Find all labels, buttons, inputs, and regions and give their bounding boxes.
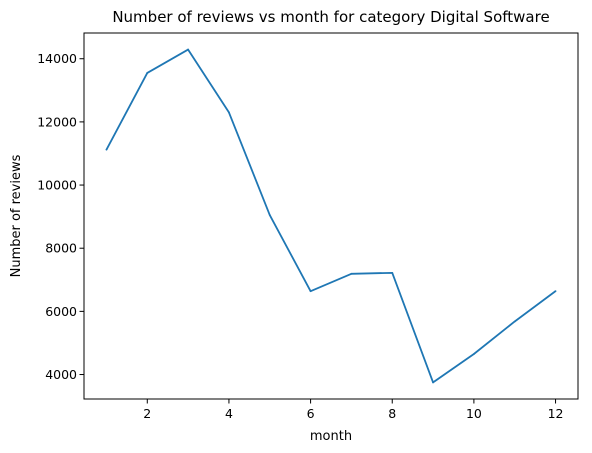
y-tick-label: 12000 (37, 114, 77, 129)
y-tick-label: 4000 (45, 367, 77, 382)
x-axis-label: month (310, 429, 352, 444)
y-tick-label: 6000 (45, 304, 77, 319)
data-point (146, 72, 149, 74)
x-tick-label: 6 (307, 406, 315, 421)
data-point (268, 214, 271, 216)
plot-frame (83, 32, 579, 400)
data-point (228, 111, 230, 114)
data-point (350, 272, 353, 275)
x-tick-label: 8 (388, 406, 396, 421)
data-point (105, 148, 108, 151)
plot-area: 2 4 6 8 10 12 4000 6000 8000 10000 12000 14000 (37, 32, 579, 421)
y-axis-label: Number of reviews (9, 154, 24, 277)
y-tick-label: 14000 (37, 51, 77, 66)
data-point (432, 381, 434, 384)
x-tick-label: 12 (548, 406, 564, 421)
x-tick-label: 4 (225, 406, 233, 421)
y-tick-label: 8000 (45, 241, 77, 256)
data-point (513, 320, 516, 323)
data-point (391, 271, 394, 274)
y-tick-label: 10000 (37, 178, 77, 193)
x-tick-label: 2 (143, 406, 151, 421)
chart-title: Number of reviews vs month for category … (112, 8, 549, 26)
data-point (187, 48, 190, 51)
data-point (472, 353, 475, 355)
x-tick-label: 10 (466, 406, 482, 421)
data-point (554, 290, 557, 293)
data-point (309, 290, 312, 293)
series-line (105, 48, 557, 384)
